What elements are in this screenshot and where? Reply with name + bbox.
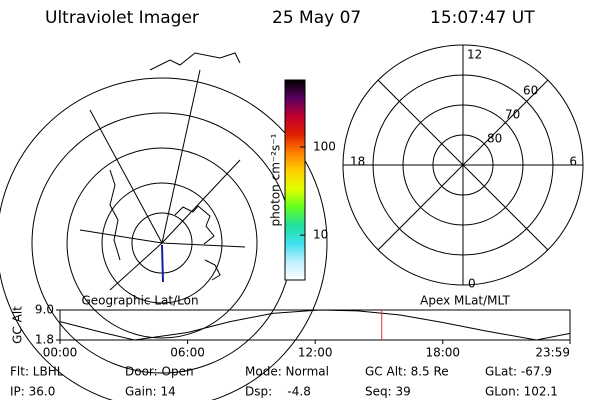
right-map-label: Apex MLat/MLT	[420, 294, 510, 308]
instrument: Ultraviolet Imager	[45, 8, 199, 28]
mlat-ring	[372, 74, 554, 256]
y-tick-label: 9.0	[35, 303, 54, 317]
mlat-label: 70	[505, 108, 520, 122]
mlt-map	[342, 44, 584, 286]
left-map-label: Geographic Lat/Lon	[81, 294, 198, 308]
x-tick-label: 06:00	[170, 346, 205, 360]
status-field: Mode: Normal	[245, 365, 329, 379]
status-field: GC Alt: 8.5 Re	[365, 365, 449, 379]
mlat-label: 60	[523, 84, 538, 98]
altitude-line	[59, 309, 571, 341]
colorbar-tick-label: 100	[313, 139, 336, 153]
status-field: Flt: LBHL	[10, 365, 64, 379]
mlt-label: 0	[468, 277, 476, 291]
colorbar	[284, 79, 306, 281]
mlt-label: 6	[569, 155, 577, 169]
mlat-ring	[432, 134, 494, 196]
timeline-y-label: GC Alt	[11, 306, 25, 344]
x-tick-label: 12:00	[298, 346, 333, 360]
y-tick-label: 1.8	[35, 333, 54, 347]
x-tick-label: 23:59	[535, 346, 570, 360]
status-field: Door: Open	[125, 365, 194, 379]
colorbar-label: photon cm⁻²s⁻¹	[269, 133, 283, 226]
status-field: Seq: 39	[365, 385, 411, 399]
mlat-label: 80	[487, 132, 502, 146]
x-tick-label: 18:00	[425, 346, 460, 360]
status-field: Gain: 14	[125, 385, 176, 399]
x-tick-label: 00:00	[43, 346, 78, 360]
status-field: GLat: -67.9	[485, 365, 552, 379]
status-field: IP: 36.0	[10, 385, 55, 399]
mlt-label: 18	[350, 155, 365, 169]
time: 15:07:47 UT	[430, 8, 535, 28]
timeline-frame	[59, 309, 571, 341]
date: 25 May 07	[272, 8, 361, 28]
status-field: GLon: 102.1	[485, 385, 558, 399]
mlat-ring	[402, 104, 524, 226]
colorbar-tick-label: 10	[313, 228, 328, 242]
mlt-label: 12	[467, 48, 482, 62]
status-field: Dsp: -4.8	[245, 385, 311, 399]
